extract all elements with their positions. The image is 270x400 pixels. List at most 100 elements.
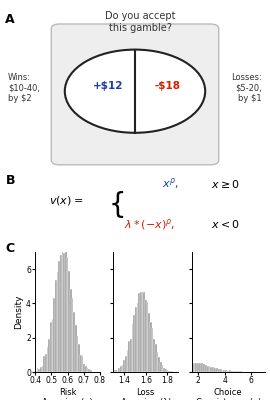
Text: -$18: -$18 [154,81,180,91]
Bar [42,366,43,372]
Bar [214,368,216,372]
Bar [125,356,127,372]
Bar [203,364,205,372]
Text: A: A [5,13,15,26]
Bar [60,255,62,372]
Bar [145,300,147,372]
Bar [197,363,199,372]
Bar [115,370,117,372]
Bar [45,354,47,372]
Bar [218,369,220,372]
Text: $\lambda * (-x)^{\rho},$: $\lambda * (-x)^{\rho},$ [124,217,176,232]
Bar [233,371,235,372]
Bar [147,302,148,372]
Text: $x \geq 0$: $x \geq 0$ [211,178,239,190]
Bar [224,370,225,372]
Bar [158,357,160,372]
Bar [83,364,85,372]
Bar [163,368,165,372]
Bar [208,366,210,372]
Bar [48,339,50,372]
Bar [118,368,120,372]
Bar [67,258,68,372]
Bar [57,272,58,372]
Bar [78,344,80,372]
Bar [171,371,173,372]
Bar [137,303,138,372]
Bar [128,341,130,372]
Bar [201,363,203,372]
Bar [231,371,233,372]
Bar [195,363,197,372]
Bar [235,371,237,372]
Bar [153,339,155,372]
Bar [130,339,132,372]
Bar [88,370,90,372]
Bar [199,362,201,372]
Bar [58,262,60,372]
Bar [238,371,240,372]
Bar [133,314,135,372]
Text: $v(x) =$: $v(x) =$ [49,194,83,207]
Bar [157,352,158,372]
Bar [75,325,77,372]
Text: $\{$: $\{$ [108,188,124,220]
Bar [62,248,63,372]
Bar [205,365,207,372]
Bar [123,360,125,372]
Bar [152,328,153,372]
Bar [117,371,118,372]
Bar [40,367,42,372]
Bar [73,312,75,372]
Bar [37,368,38,372]
Bar [155,344,157,372]
Bar [240,371,242,372]
Bar [142,292,143,372]
Bar [150,322,152,372]
Bar [170,371,171,372]
Bar [70,290,72,372]
Bar [113,370,115,372]
Bar [85,366,87,372]
Bar [38,369,40,372]
Bar [47,347,48,372]
Bar [165,369,167,372]
Text: C: C [5,242,15,255]
Bar [192,364,194,372]
Bar [220,369,222,372]
Bar [77,336,78,372]
Text: B: B [5,174,15,187]
Bar [63,253,65,372]
Bar [225,370,227,372]
Bar [127,350,128,372]
Bar [55,280,57,372]
Bar [132,324,133,372]
Bar [212,368,214,372]
Bar [120,366,122,372]
Bar [207,366,208,372]
Bar [80,356,82,372]
Bar [168,371,170,372]
Bar [210,367,212,372]
Y-axis label: Density: Density [14,295,23,329]
Bar [52,319,53,372]
Bar [161,365,163,372]
Bar [90,370,92,372]
X-axis label: Choice
Consistency (τ): Choice Consistency (τ) [195,388,261,400]
Bar [138,293,140,372]
Bar [222,370,224,372]
Text: $x^{\rho},$: $x^{\rho},$ [162,176,179,191]
Bar [143,292,145,372]
Bar [65,250,67,372]
Bar [229,370,231,372]
X-axis label: Loss
Aversion (λ): Loss Aversion (λ) [121,388,171,400]
Bar [216,368,218,372]
Text: +$12: +$12 [93,81,123,91]
Bar [148,313,150,372]
Bar [227,370,229,372]
Bar [160,362,161,372]
Bar [35,371,37,372]
X-axis label: Risk
Aversion (ρ): Risk Aversion (ρ) [42,388,93,400]
Bar [194,363,195,372]
Bar [72,298,73,372]
